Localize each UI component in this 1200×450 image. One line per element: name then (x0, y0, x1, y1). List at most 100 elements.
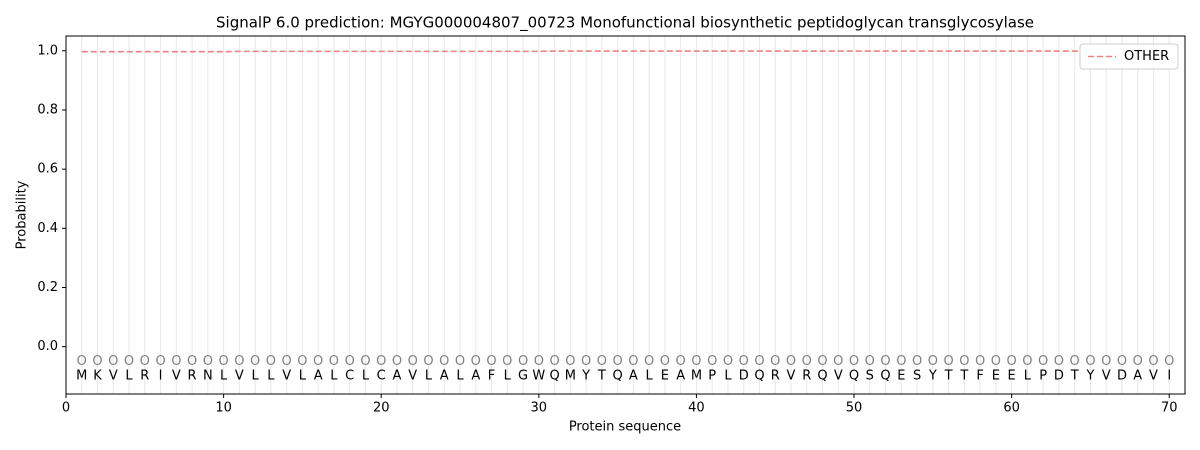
y-axis-label: Probability (15, 180, 30, 249)
residue-label: Q (880, 369, 890, 384)
annotation-label: O (975, 354, 985, 369)
annotation-label: O (865, 354, 875, 369)
x-tick-label: 70 (1161, 401, 1178, 416)
x-tick-label: 0 (62, 401, 70, 416)
annotation-label: O (297, 354, 307, 369)
annotation-label: O (1148, 354, 1158, 369)
legend-label: OTHER (1124, 49, 1169, 64)
annotation-label: O (928, 354, 938, 369)
residue-label: E (992, 369, 1000, 384)
residue-label: L (456, 369, 464, 384)
residue-label: Q (817, 369, 827, 384)
annotation-label: O (849, 354, 859, 369)
residue-label: L (646, 369, 654, 384)
annotation-label: O (171, 354, 181, 369)
annotation-label: O (817, 354, 827, 369)
residue-label: L (724, 369, 732, 384)
annotation-label: O (880, 354, 890, 369)
residue-label: S (913, 369, 921, 384)
residue-label: A (676, 369, 685, 384)
y-tick-label: 0.4 (37, 221, 58, 236)
annotation-label: O (534, 354, 544, 369)
residue-label: I (1167, 369, 1171, 384)
annotation-label: O (786, 354, 796, 369)
annotation-label: O (565, 354, 575, 369)
annotation-label: O (739, 354, 749, 369)
residue-label: F (976, 369, 983, 384)
residue-label: R (802, 369, 811, 384)
residue-label: V (787, 369, 796, 384)
residue-label: L (220, 369, 228, 384)
residue-label: L (504, 369, 512, 384)
x-tick-label: 60 (1003, 401, 1020, 416)
x-tick-label: 50 (846, 401, 863, 416)
annotation-label: O (1070, 354, 1080, 369)
annotation-label: O (707, 354, 717, 369)
residue-label: L (252, 369, 260, 384)
annotation-label: O (439, 354, 449, 369)
residue-label: K (93, 369, 102, 384)
y-tick-label: 0.8 (37, 102, 58, 117)
residue-label: V (834, 369, 843, 384)
residue-label: L (1024, 369, 1032, 384)
annotation-label: O (644, 354, 654, 369)
chart-title: SignalP 6.0 prediction: MGYG000004807_00… (216, 14, 1034, 33)
residue-label: L (267, 369, 275, 384)
annotation-label: O (282, 354, 292, 369)
annotation-label: O (754, 354, 764, 369)
residue-label: V (109, 369, 118, 384)
annotation-label: O (486, 354, 496, 369)
annotation-label: O (549, 354, 559, 369)
residue-label: F (488, 369, 495, 384)
annotation-label: O (581, 354, 591, 369)
residue-label: T (597, 369, 606, 384)
residue-label: V (172, 369, 181, 384)
annotation-label: O (345, 354, 355, 369)
residue-label: A (440, 369, 449, 384)
residue-label: A (1133, 369, 1142, 384)
annotation-label: O (912, 354, 922, 369)
annotation-label: O (676, 354, 686, 369)
x-tick-label: 20 (373, 401, 390, 416)
y-tick-label: 0.6 (37, 162, 58, 177)
annotation-label: O (124, 354, 134, 369)
annotation-label: O (1022, 354, 1032, 369)
residue-label: C (345, 369, 354, 384)
annotation-label: O (313, 354, 323, 369)
residue-label: V (235, 369, 244, 384)
annotation-label: O (77, 354, 87, 369)
residue-label: M (565, 369, 576, 384)
annotation-label: O (266, 354, 276, 369)
annotation-label: O (408, 354, 418, 369)
residue-label: A (314, 369, 323, 384)
annotation-label: O (203, 354, 213, 369)
annotation-label: O (660, 354, 670, 369)
annotation-label: O (329, 354, 339, 369)
residue-label: R (188, 369, 197, 384)
residue-label: C (377, 369, 386, 384)
annotation-label: O (770, 354, 780, 369)
x-axis-label: Protein sequence (569, 420, 681, 435)
annotation-label: O (187, 354, 197, 369)
annotation-label: O (92, 354, 102, 369)
residue-label: Y (928, 369, 937, 384)
residue-label: D (1054, 369, 1064, 384)
annotation-label: O (597, 354, 607, 369)
residue-label: A (393, 369, 402, 384)
x-tick-label: 30 (531, 401, 548, 416)
residue-label: E (661, 369, 669, 384)
y-tick-label: 1.0 (37, 43, 58, 58)
residue-label: V (1102, 369, 1111, 384)
residue-label: M (691, 369, 702, 384)
annotation-label: O (518, 354, 528, 369)
annotation-label: O (250, 354, 260, 369)
residue-label: R (771, 369, 780, 384)
residue-label: Q (613, 369, 623, 384)
residue-label: A (471, 369, 480, 384)
residue-label: P (708, 369, 716, 384)
annotation-label: O (1007, 354, 1017, 369)
residue-label: Y (581, 369, 590, 384)
plot-frame (65, 35, 1186, 395)
y-tick-label: 0.0 (37, 339, 58, 354)
